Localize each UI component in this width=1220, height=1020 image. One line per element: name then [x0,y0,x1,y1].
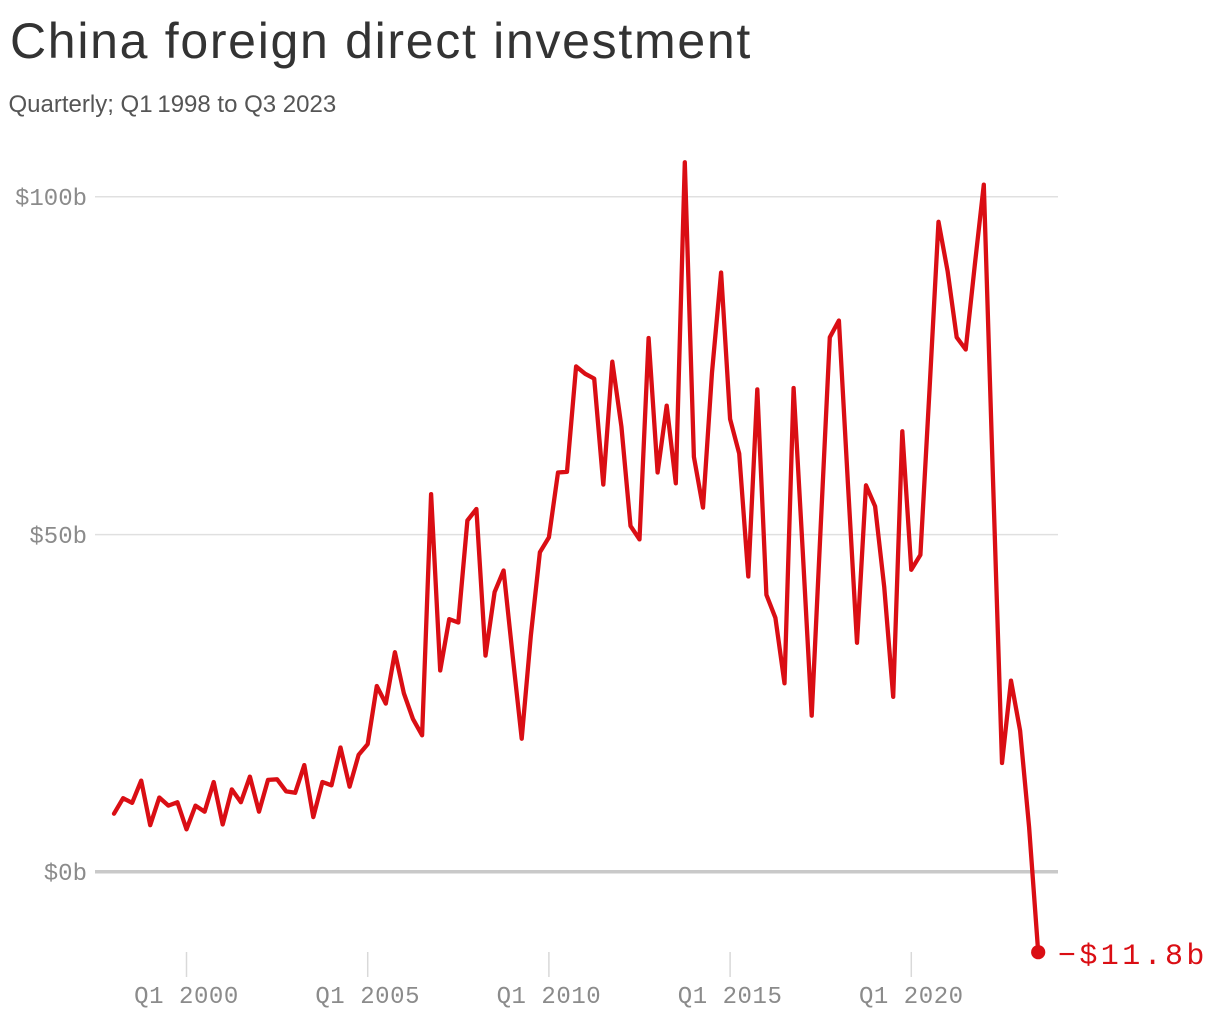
svg-text:Q1 2005: Q1 2005 [315,984,420,1011]
svg-text:$0b: $0b [44,861,87,888]
svg-text:Q1 2020: Q1 2020 [859,984,964,1011]
svg-text:$100b: $100b [15,186,87,213]
svg-text:Q1 2010: Q1 2010 [497,984,602,1011]
svg-text:$50b: $50b [29,524,87,551]
svg-text:−$11.8b: −$11.8b [1058,940,1208,974]
svg-text:Q1 2000: Q1 2000 [134,984,239,1011]
svg-text:Q1 2015: Q1 2015 [678,984,783,1011]
